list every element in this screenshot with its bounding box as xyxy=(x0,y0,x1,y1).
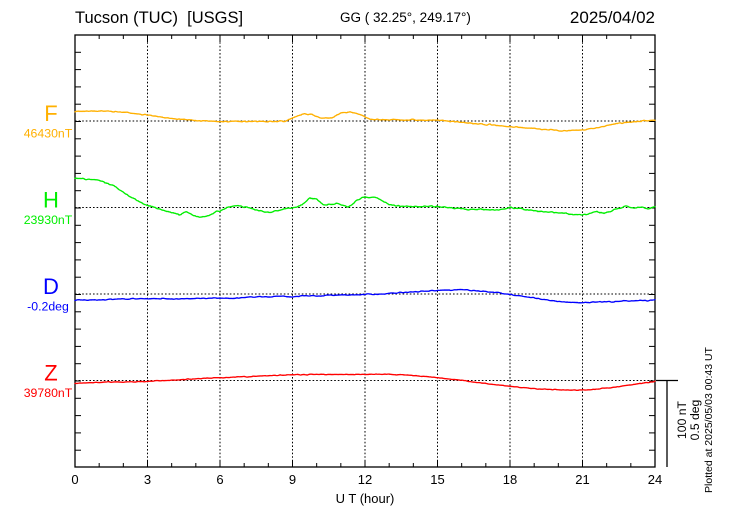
svg-text:Z: Z xyxy=(44,361,57,386)
svg-text:21: 21 xyxy=(575,472,589,487)
svg-text:-0.2deg: -0.2deg xyxy=(27,300,69,314)
svg-text:GG ( 32.25°, 249.17°): GG ( 32.25°, 249.17°) xyxy=(340,10,471,25)
svg-text:100 nT: 100 nT xyxy=(675,400,689,438)
svg-text:Plotted at 2025/05/03 00:43 UT: Plotted at 2025/05/03 00:43 UT xyxy=(703,346,715,493)
svg-text:0.5 deg: 0.5 deg xyxy=(688,400,702,441)
svg-text:12: 12 xyxy=(358,472,372,487)
svg-text:U T (hour): U T (hour) xyxy=(336,491,395,506)
svg-text:0: 0 xyxy=(71,472,78,487)
svg-text:24: 24 xyxy=(648,472,662,487)
svg-text:2025/04/02: 2025/04/02 xyxy=(570,8,655,27)
svg-text:46430nT: 46430nT xyxy=(24,127,73,141)
svg-text:F: F xyxy=(44,101,57,126)
svg-text:H: H xyxy=(43,188,59,213)
svg-text:18: 18 xyxy=(503,472,517,487)
svg-text:23930nT: 23930nT xyxy=(24,213,73,227)
svg-text:D: D xyxy=(43,274,59,299)
svg-text:39780nT: 39780nT xyxy=(24,386,73,400)
svg-text:15: 15 xyxy=(430,472,444,487)
svg-text:Tucson (TUC) [USGS]: Tucson (TUC) [USGS] xyxy=(75,9,243,27)
svg-text:9: 9 xyxy=(289,472,296,487)
svg-text:6: 6 xyxy=(216,472,223,487)
svg-text:3: 3 xyxy=(144,472,151,487)
